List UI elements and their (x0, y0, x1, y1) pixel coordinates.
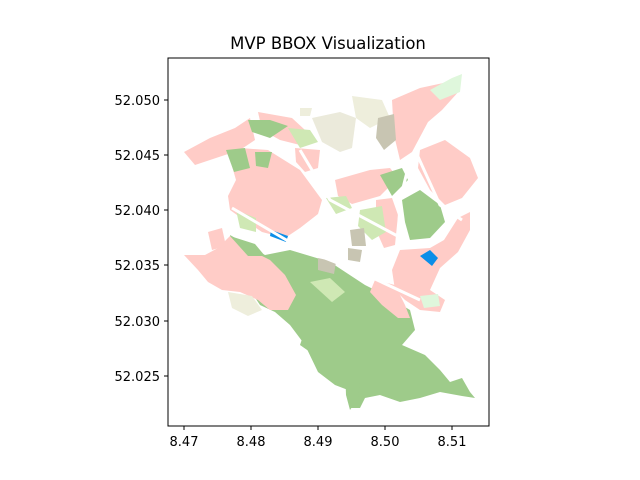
land-use-polygons (184, 74, 478, 410)
x-tick-label: 8.49 (304, 435, 333, 450)
farmyard-polygon (300, 108, 312, 116)
road-line (396, 159, 412, 251)
grass-polygon (230, 235, 475, 408)
y-tick-label: 52.040 (115, 204, 161, 219)
industrial-polygon (350, 228, 366, 246)
road-line (231, 206, 421, 302)
y-tick-label: 52.030 (115, 315, 161, 330)
residential-polygon (208, 228, 226, 250)
grass-polygon (230, 236, 265, 256)
park-polygon (420, 294, 440, 308)
park-polygon (430, 74, 462, 100)
residential-polygon (392, 82, 460, 160)
farmyard-polygon (228, 292, 262, 316)
y-axis: 52.025 52.030 52.035 52.040 52.045 52.05… (115, 94, 168, 385)
grass-polygon (226, 148, 250, 172)
y-tick-label: 52.035 (115, 259, 161, 274)
map-title: MVP BBOX Visualization (230, 34, 426, 53)
x-tick-label: 8.50 (371, 435, 400, 450)
y-tick-label: 52.050 (115, 94, 161, 109)
y-tick-label: 52.045 (115, 149, 161, 164)
grass-polygon (255, 152, 272, 168)
residential-polygon (228, 148, 322, 238)
residential-polygon (184, 118, 255, 165)
brownfield-polygon (312, 112, 356, 152)
residential-polygon (370, 280, 410, 318)
water-polygon (420, 250, 438, 266)
x-axis: 8.47 8.48 8.49 8.50 8.51 (170, 426, 467, 450)
meadow-polygon (310, 278, 345, 302)
grass-polygon (402, 190, 445, 240)
plot-frame (167, 57, 490, 427)
road-line (298, 149, 406, 242)
road-line (413, 149, 463, 222)
grass-polygon (248, 120, 288, 138)
grass-polygon (300, 330, 318, 352)
industrial-polygon (348, 248, 362, 262)
y-tick-label: 52.025 (115, 370, 161, 385)
meadow-polygon (236, 210, 256, 232)
x-tick-label: 8.51 (438, 435, 467, 450)
grass-polygon (380, 168, 408, 196)
industrial-polygon (376, 114, 396, 150)
meadow-polygon (288, 128, 318, 148)
x-tick-label: 8.48 (237, 435, 266, 450)
residential-polygon (184, 236, 296, 310)
grass-polygon (345, 365, 360, 410)
x-tick-label: 8.47 (170, 435, 199, 450)
